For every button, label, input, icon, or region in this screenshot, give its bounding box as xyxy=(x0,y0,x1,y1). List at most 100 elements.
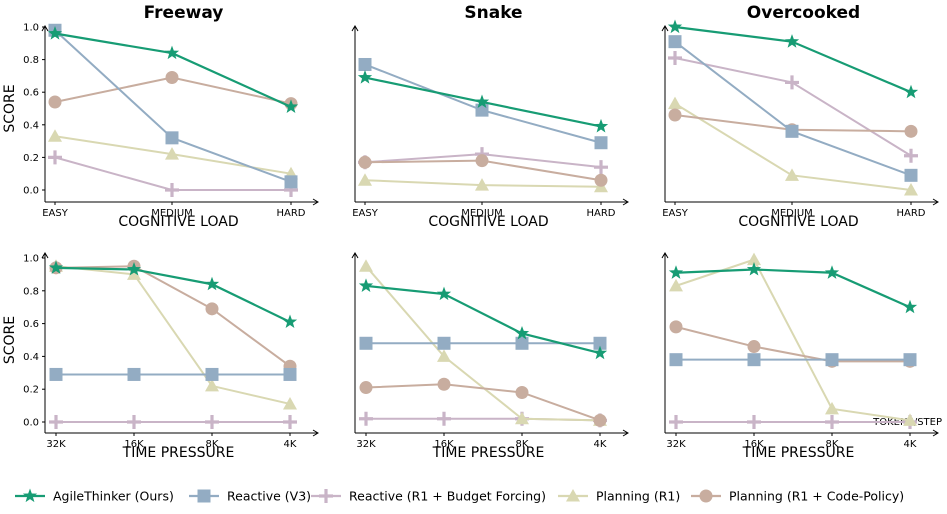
data-point xyxy=(669,278,683,292)
y-axis-arrow xyxy=(661,252,669,259)
series-agilethinker-ours xyxy=(358,278,608,360)
legend-label: Reactive (V3) xyxy=(227,489,311,504)
data-point xyxy=(593,413,607,427)
data-point xyxy=(164,45,180,60)
data-point xyxy=(475,178,489,191)
legend-label: Reactive (R1 + Budget Forcing) xyxy=(349,489,546,504)
x-tick-label: MEDIUM xyxy=(461,208,503,219)
series-line xyxy=(674,56,912,157)
data-point xyxy=(127,267,141,280)
data-point xyxy=(747,353,761,367)
data-point xyxy=(903,84,919,99)
y-axis-arrow xyxy=(41,252,49,259)
data-point xyxy=(48,150,62,165)
data-point xyxy=(747,340,761,354)
data-point xyxy=(165,147,179,160)
y-tick-label: 0.2 xyxy=(23,153,39,164)
data-point xyxy=(283,367,297,381)
x-tick-label: 32K xyxy=(46,439,66,450)
data-point xyxy=(594,136,608,150)
data-point xyxy=(205,378,219,392)
y-tick-label: 0.6 xyxy=(23,88,39,99)
y-axis-arrow xyxy=(351,25,359,32)
series-planning-r1-code-policy xyxy=(48,71,298,111)
data-point xyxy=(592,345,608,360)
series-line xyxy=(365,383,601,422)
x-tick-label: EASY xyxy=(662,208,689,219)
series-agilethinker-ours xyxy=(47,26,299,113)
data-point xyxy=(437,349,451,362)
data-point xyxy=(785,75,799,90)
legend-marker xyxy=(699,489,713,503)
series-line xyxy=(365,284,601,355)
x-axis-label: COGNITIVE LOAD xyxy=(738,214,858,230)
data-point xyxy=(746,261,762,276)
series-line xyxy=(55,266,291,323)
legend-item-reactive-r1-budget-forcing: Reactive (R1 + Budget Forcing) xyxy=(311,489,546,504)
data-point xyxy=(903,413,917,426)
y-tick-label: 0.6 xyxy=(23,319,39,330)
y-tick-label: 0.0 xyxy=(23,418,39,429)
data-point xyxy=(165,71,179,85)
x-axis-label: TIME PRESSURE xyxy=(742,445,855,461)
series-agilethinker-ours xyxy=(667,19,919,99)
y-tick-label: 0.4 xyxy=(23,120,39,131)
data-point xyxy=(594,173,608,187)
series-agilethinker-ours xyxy=(668,261,918,314)
x-axis-arrow xyxy=(622,198,629,206)
series-planning-r1-code-policy xyxy=(669,320,917,368)
x-tick-label: MEDIUM xyxy=(771,208,813,219)
y-tick-label: 0.4 xyxy=(23,352,39,363)
series-reactive-r1-budget-forcing xyxy=(49,415,297,429)
legend: AgileThinker (Ours) Reactive (V3) Reactive… xyxy=(15,488,904,504)
data-point xyxy=(283,99,299,113)
y-tick-label: 0.2 xyxy=(23,385,39,396)
data-point xyxy=(474,94,490,109)
data-point xyxy=(358,278,374,292)
y-tick-label: 1.0 xyxy=(23,23,39,34)
series-line xyxy=(55,265,291,368)
data-point xyxy=(669,415,683,429)
legend-marker xyxy=(197,489,211,503)
data-point xyxy=(359,381,373,395)
legend-item-agilethinker-ours: AgileThinker (Ours) xyxy=(15,488,174,504)
y-axis-arrow xyxy=(351,252,359,259)
data-point xyxy=(48,129,62,142)
y-tick-label: 1.0 xyxy=(23,254,39,265)
x-tick-label: 16K xyxy=(434,439,454,450)
data-point xyxy=(205,367,219,381)
data-point xyxy=(47,26,63,40)
series-reactive-v3 xyxy=(358,57,608,150)
x-tick-label: HARD xyxy=(586,208,615,219)
x-tick-label: 4K xyxy=(284,439,297,450)
data-point xyxy=(514,325,530,340)
data-point xyxy=(824,265,840,279)
data-point xyxy=(359,259,373,272)
series-planning-r1 xyxy=(669,252,917,426)
x-tick-label: EASY xyxy=(352,208,379,219)
series-line xyxy=(674,40,912,177)
x-axis-arrow xyxy=(312,429,319,437)
x-tick-label: 8K xyxy=(206,439,219,450)
data-point xyxy=(594,160,608,175)
data-point xyxy=(358,173,372,186)
data-point xyxy=(283,396,297,410)
x-axis-arrow xyxy=(932,429,939,437)
data-point xyxy=(904,183,918,196)
data-point xyxy=(358,57,372,71)
y-axis-label: SCORE xyxy=(2,84,18,132)
data-point xyxy=(127,415,141,429)
chart-title: Snake xyxy=(464,3,522,23)
data-point xyxy=(669,353,683,367)
chart-panel-1: Freeway 0.0 0.2 0.4 0.6 0.8 1.0 EASY MEDIUM HARD C… xyxy=(2,3,319,230)
series-planning-r1 xyxy=(668,96,918,196)
x-tick-label: 8K xyxy=(826,439,839,450)
data-point xyxy=(359,336,373,350)
data-point xyxy=(48,95,62,109)
x-tick-label: 8K xyxy=(516,439,529,450)
y-tick-label: 0.8 xyxy=(23,55,39,66)
series-line xyxy=(55,265,291,405)
x-tick-label: 16K xyxy=(744,439,764,450)
data-point xyxy=(359,411,373,426)
